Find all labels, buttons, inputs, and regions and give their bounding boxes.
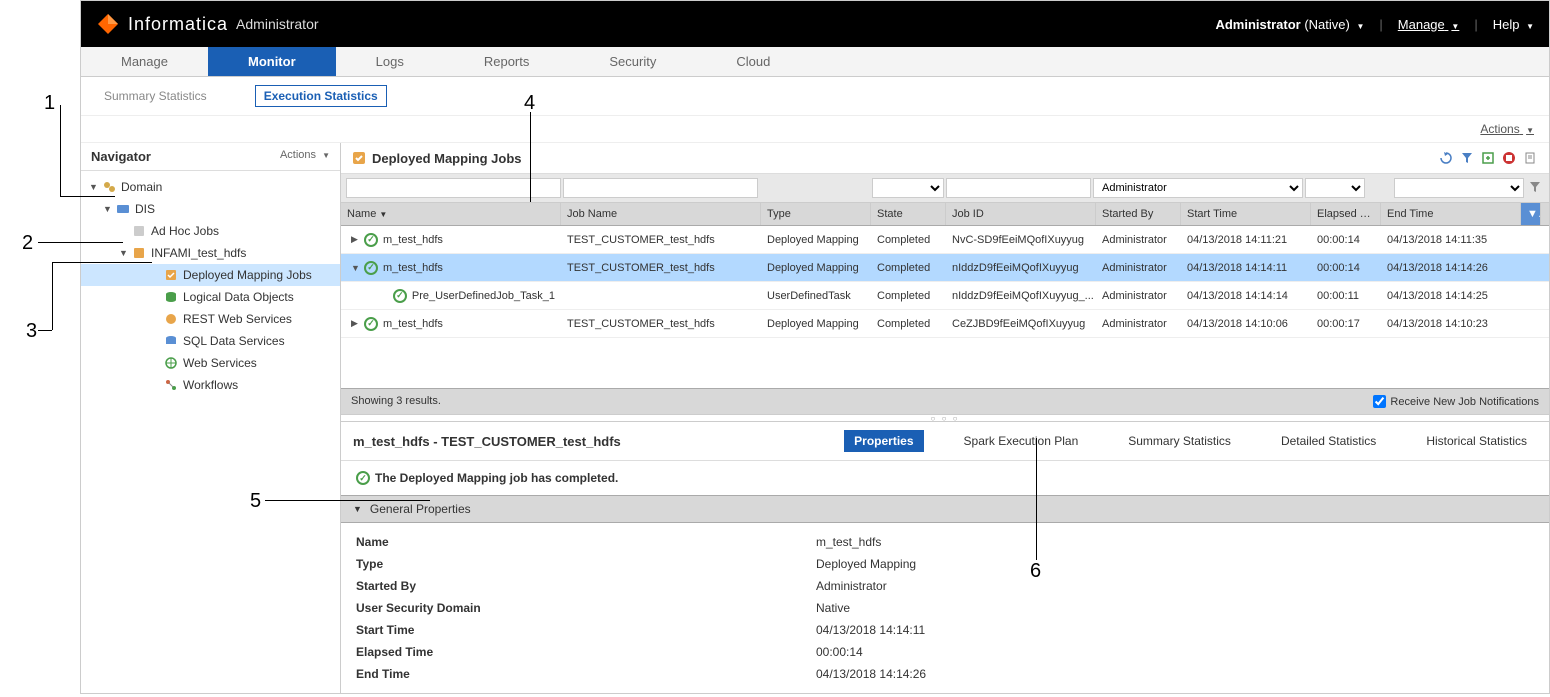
callout-3: 3: [26, 320, 37, 343]
callout-2: 2: [22, 232, 33, 255]
filter-start[interactable]: [1305, 178, 1365, 198]
callout-1: 1: [44, 92, 55, 115]
prop-row: End Time04/13/2018 14:14:26: [356, 663, 1534, 685]
tree-item-rest-web-services[interactable]: REST Web Services: [81, 308, 340, 330]
log-icon[interactable]: [1521, 149, 1539, 167]
filter-icon[interactable]: [1458, 149, 1476, 167]
col-jobid[interactable]: Job ID: [946, 203, 1096, 225]
main-tab-security[interactable]: Security: [569, 47, 696, 76]
table-row[interactable]: ▶m_test_hdfsTEST_CUSTOMER_test_hdfsDeplo…: [341, 226, 1549, 254]
table-row[interactable]: ▼m_test_hdfsTEST_CUSTOMER_test_hdfsDeplo…: [341, 254, 1549, 282]
detail-tab-spark-execution-plan[interactable]: Spark Execution Plan: [954, 430, 1089, 452]
filter-row: Administrator: [341, 174, 1549, 203]
sub-tab-summary-statistics[interactable]: Summary Statistics: [96, 86, 215, 106]
sub-tabs: Summary Statistics Execution Statistics: [81, 77, 1549, 116]
main-tab-cloud[interactable]: Cloud: [696, 47, 810, 76]
user-menu[interactable]: Administrator (Native) ▼: [1215, 17, 1364, 32]
sub-tab-execution-statistics[interactable]: Execution Statistics: [255, 85, 387, 107]
table-header: Name ▼ Job Name Type State Job ID Starte…: [341, 203, 1549, 226]
tree-item-web-services[interactable]: Web Services: [81, 352, 340, 374]
detail-tab-properties[interactable]: Properties: [844, 430, 923, 452]
filter-end[interactable]: [1394, 178, 1524, 198]
product-name: Administrator: [236, 16, 318, 32]
table-row[interactable]: ▶m_test_hdfsTEST_CUSTOMER_test_hdfsDeplo…: [341, 310, 1549, 338]
tree-item-sql-data-services[interactable]: SQL Data Services: [81, 330, 340, 352]
navigator-actions[interactable]: Actions ▼: [280, 149, 330, 164]
manage-menu[interactable]: Manage ▼: [1398, 17, 1460, 32]
properties-table: Namem_test_hdfsTypeDeployed MappingStart…: [341, 523, 1549, 693]
actions-menu[interactable]: Actions ▼: [1480, 122, 1534, 136]
main-tabs: ManageMonitorLogsReportsSecurityCloud: [81, 47, 1549, 77]
filter-startedby[interactable]: Administrator: [1093, 178, 1303, 198]
col-end[interactable]: End Time: [1381, 203, 1521, 225]
filter-jobid[interactable]: [946, 178, 1091, 198]
results-count: Showing 3 results.: [351, 395, 441, 408]
col-startedby[interactable]: Started By: [1096, 203, 1181, 225]
tree-item-infami-test-hdfs[interactable]: ▼INFAMI_test_hdfs: [81, 242, 340, 264]
notify-checkbox[interactable]: Receive New Job Notifications: [1373, 395, 1539, 408]
col-menu[interactable]: ▼: [1521, 203, 1541, 225]
filter-job[interactable]: [563, 178, 758, 198]
col-elapsed[interactable]: Elapsed Ti...: [1311, 203, 1381, 225]
logo-icon: [96, 12, 120, 36]
filter-apply-icon[interactable]: [1526, 178, 1544, 196]
general-properties-section[interactable]: ▼ General Properties: [341, 495, 1549, 523]
tree-item-domain[interactable]: ▼Domain: [81, 176, 340, 198]
tree-item-deployed-mapping-jobs[interactable]: Deployed Mapping Jobs: [81, 264, 340, 286]
navigator-title: Navigator: [91, 149, 151, 164]
col-type[interactable]: Type: [761, 203, 871, 225]
col-name[interactable]: Name ▼: [341, 203, 561, 225]
detail-tab-detailed-statistics[interactable]: Detailed Statistics: [1271, 430, 1386, 452]
prop-row: Started ByAdministrator: [356, 575, 1534, 597]
tree-item-workflows[interactable]: Workflows: [81, 374, 340, 396]
splitter[interactable]: ○ ○ ○: [341, 414, 1549, 422]
col-job[interactable]: Job Name: [561, 203, 761, 225]
filter-name[interactable]: [346, 178, 561, 198]
prop-row: Start Time04/13/2018 14:14:11: [356, 619, 1534, 641]
main-tab-reports[interactable]: Reports: [444, 47, 570, 76]
status-success-icon: [356, 471, 370, 485]
help-menu[interactable]: Help ▼: [1493, 17, 1534, 32]
refresh-icon[interactable]: [1437, 149, 1455, 167]
tree-item-dis[interactable]: ▼DIS: [81, 198, 340, 220]
table-row[interactable]: Pre_UserDefinedJob_Task_1UserDefinedTask…: [341, 282, 1549, 310]
brand-name: Informatica: [128, 14, 228, 35]
prop-row: TypeDeployed Mapping: [356, 553, 1534, 575]
stop-icon[interactable]: [1500, 149, 1518, 167]
detail-title: m_test_hdfs - TEST_CUSTOMER_test_hdfs: [353, 434, 621, 449]
detail-tab-summary-statistics[interactable]: Summary Statistics: [1118, 430, 1241, 452]
table-body: ▶m_test_hdfsTEST_CUSTOMER_test_hdfsDeplo…: [341, 226, 1549, 338]
prop-row: Namem_test_hdfs: [356, 531, 1534, 553]
main-tab-monitor[interactable]: Monitor: [208, 47, 336, 76]
panel-title: Deployed Mapping Jobs: [372, 151, 522, 166]
navigator-panel: Navigator Actions ▼ ▼Domain▼DISAd Hoc Jo…: [81, 143, 341, 693]
export-icon[interactable]: [1479, 149, 1497, 167]
prop-row: User Security DomainNative: [356, 597, 1534, 619]
col-start[interactable]: Start Time: [1181, 203, 1311, 225]
tree-item-logical-data-objects[interactable]: Logical Data Objects: [81, 286, 340, 308]
tree-item-ad-hoc-jobs[interactable]: Ad Hoc Jobs: [81, 220, 340, 242]
filter-state[interactable]: [872, 178, 944, 198]
detail-tab-historical-statistics[interactable]: Historical Statistics: [1416, 430, 1537, 452]
deployed-icon: [351, 150, 367, 166]
navigator-tree: ▼Domain▼DISAd Hoc Jobs▼INFAMI_test_hdfsD…: [81, 171, 340, 401]
main-tab-logs[interactable]: Logs: [336, 47, 444, 76]
col-state[interactable]: State: [871, 203, 946, 225]
prop-row: Elapsed Time00:00:14: [356, 641, 1534, 663]
main-tab-manage[interactable]: Manage: [81, 47, 208, 76]
status-message: The Deployed Mapping job has completed.: [375, 471, 618, 485]
header-bar: Informatica Administrator Administrator …: [81, 1, 1549, 47]
